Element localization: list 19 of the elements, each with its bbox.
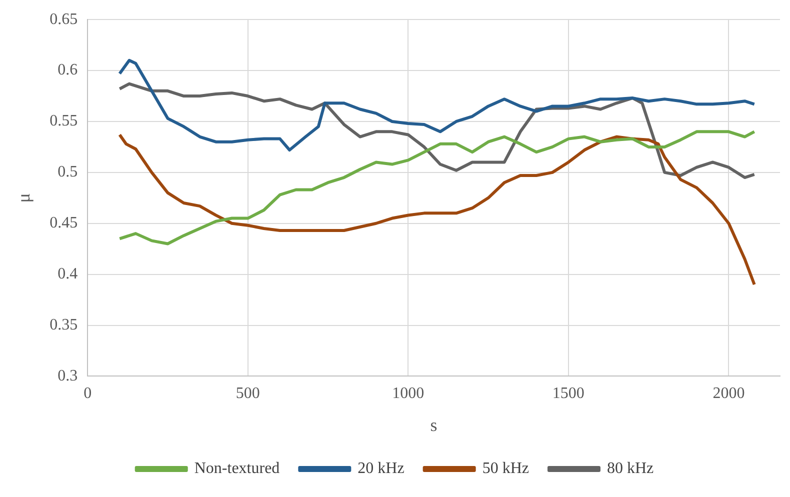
y-tick-label: 0.4: [58, 266, 78, 283]
x-tick-label: 500: [236, 385, 260, 402]
x-tick-label: 0: [84, 385, 92, 402]
legend-label: 20 kHz: [358, 460, 404, 478]
y-tick-label: 0.45: [50, 214, 78, 232]
y-tick-label: 0.6: [58, 62, 78, 79]
y-tick-label: 0.65: [50, 10, 78, 28]
y-tick-label: 0.35: [50, 316, 78, 334]
y-tick-label: 0.3: [58, 367, 78, 384]
legend-label: 50 kHz: [482, 460, 529, 478]
y-axis-title: μ: [14, 193, 34, 203]
legend-label: 80 kHz: [606, 460, 654, 478]
legend-label: Non-textured: [194, 460, 280, 478]
x-tick-label: 1000: [392, 385, 424, 402]
y-tick-label: 0.55: [50, 112, 78, 130]
x-axis-title: s: [430, 414, 438, 435]
x-tick-label: 2000: [712, 385, 745, 402]
y-tick-label: 0.5: [58, 164, 78, 181]
x-tick-label: 1500: [552, 385, 584, 402]
